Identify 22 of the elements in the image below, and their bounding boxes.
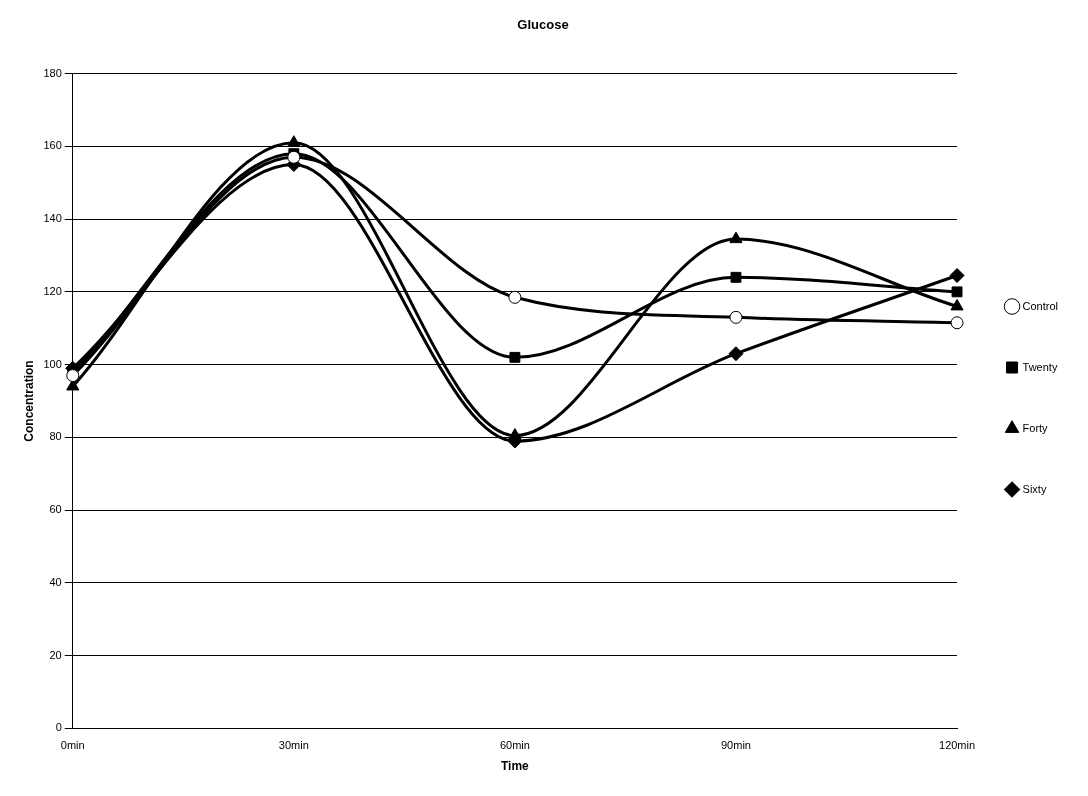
x-tick-label: 120min [939, 739, 976, 752]
y-tick-label: 100 [43, 357, 62, 370]
legend-label: Sixty [1022, 482, 1047, 495]
y-tick-label: 20 [49, 648, 62, 661]
legend-label: Control [1022, 299, 1059, 312]
x-tick-label: 60min [499, 739, 530, 752]
y-tick-label: 80 [49, 430, 62, 443]
y-tick-label: 140 [43, 212, 62, 225]
y-tick-label: 60 [49, 503, 62, 516]
y-tick-label: 160 [43, 139, 62, 152]
legend-label: Twenty [1022, 360, 1058, 373]
x-axis-title: Time [501, 759, 530, 774]
x-tick-label: 90min [720, 739, 751, 752]
chart-title: Glucose [517, 17, 569, 33]
x-tick-label: 30min [278, 739, 309, 752]
y-tick-label: 180 [43, 66, 62, 79]
legend-label: Forty [1022, 421, 1049, 434]
y-tick-label: 40 [49, 575, 62, 588]
y-axis-title: Concentration [21, 360, 36, 442]
y-tick-label: 120 [43, 284, 62, 297]
y-tick-label: 0 [55, 721, 62, 734]
x-tick-label: 0min [60, 739, 85, 752]
